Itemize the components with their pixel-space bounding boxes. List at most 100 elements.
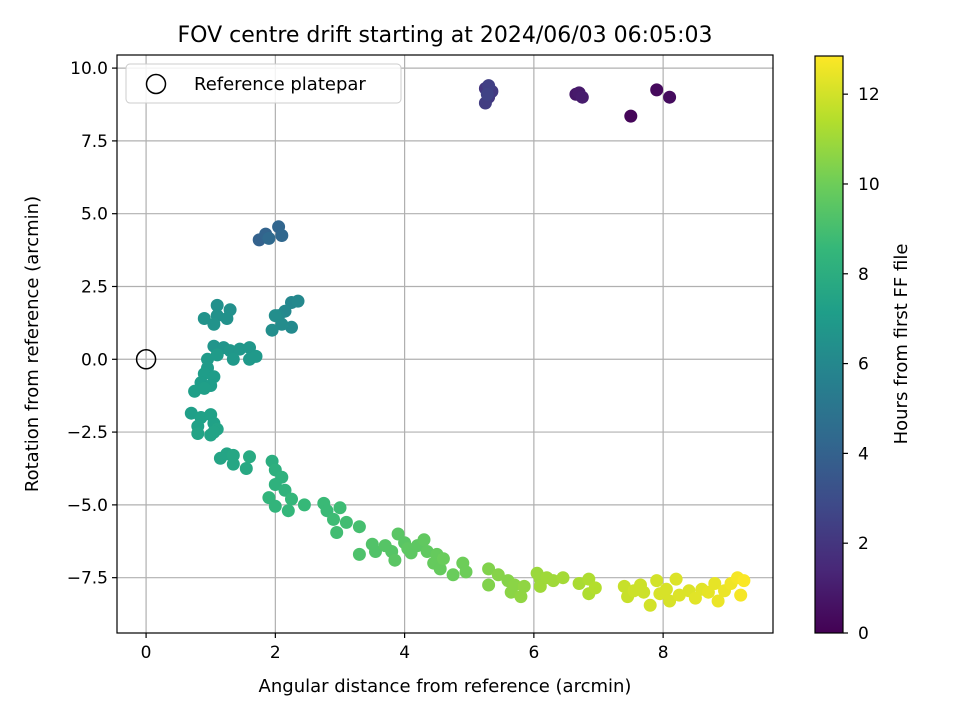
x-tick-label: 2	[270, 643, 281, 663]
scatter-point	[281, 504, 295, 518]
plot-frame	[116, 54, 774, 634]
scatter-point	[659, 582, 673, 596]
scatter-point	[663, 90, 677, 104]
scatter-point	[446, 568, 460, 582]
scatter-point	[650, 83, 664, 97]
x-gridlines	[145, 55, 664, 633]
y-tick-label: −5.0	[67, 496, 108, 516]
scatter-point	[491, 568, 505, 582]
scatter-point	[575, 90, 589, 104]
scatter-point	[514, 590, 528, 604]
colorbar-tick-label: 10	[858, 175, 880, 195]
x-tick-label: 8	[658, 643, 669, 663]
scatter-point	[262, 231, 276, 245]
scatter-point	[207, 317, 221, 331]
colorbar-label: Hours from first FF file	[891, 244, 912, 445]
scatter-point	[243, 450, 256, 464]
legend-reference-icon	[145, 73, 167, 95]
scatter-point	[268, 478, 282, 491]
x-axis-label: Angular distance from reference (arcmin)	[259, 676, 632, 697]
scatter-point	[624, 109, 638, 123]
scatter-point	[327, 512, 340, 526]
scatter-point	[482, 578, 496, 592]
scatter-point	[226, 457, 240, 471]
scatter-point	[333, 501, 347, 515]
scatter-points	[184, 79, 751, 612]
scatter-point	[352, 547, 366, 561]
scatter-point	[285, 492, 298, 506]
scatter-point	[669, 572, 683, 586]
scatter-point	[275, 229, 289, 242]
scatter-point	[482, 562, 496, 576]
legend: Reference platepar	[125, 63, 402, 104]
scatter-point	[508, 578, 521, 592]
colorbar-tick-label: 0	[858, 624, 869, 644]
scatter-point	[239, 462, 253, 475]
x-tick-label: 0	[141, 643, 152, 663]
colorbar-ticks: 0 2 4 6 8 10 12	[843, 85, 880, 644]
scatter-point	[184, 406, 198, 420]
plot-area	[116, 54, 774, 634]
scatter-point	[268, 309, 282, 323]
legend-reference-label: Reference platepar	[194, 74, 366, 95]
colorbar-tick-label: 12	[858, 85, 880, 105]
y-tick-label: −7.5	[67, 569, 108, 589]
x-axis-ticks: 0 2 4 6 8	[141, 633, 669, 663]
scatter-point	[708, 577, 722, 590]
scatter-point	[637, 585, 651, 599]
chart-title: FOV centre drift starting at 2024/06/03 …	[178, 23, 713, 48]
scatter-point	[220, 312, 234, 325]
scatter-point	[459, 565, 473, 579]
legend-box	[125, 63, 402, 104]
scatter-point	[643, 598, 657, 612]
scatter-point	[268, 499, 282, 513]
colorbar-tick-label: 2	[858, 534, 869, 554]
scatter-point	[352, 520, 366, 534]
y-gridlines	[117, 67, 773, 579]
scatter-point	[517, 579, 531, 593]
scatter-point	[210, 298, 224, 312]
y-axis-ticks: −7.5 −5.0 −2.5 0.0 2.5 5.0 7.5 10.0	[67, 59, 117, 589]
scatter-point	[480, 87, 494, 101]
scatter-point	[297, 498, 311, 512]
scatter-point	[388, 553, 402, 567]
scatter-point	[572, 577, 586, 590]
scatter-point	[243, 352, 256, 366]
colorbar-tick-label: 4	[858, 444, 869, 464]
colorbar: 0 2 4 6 8 10 12 Hours from first FF file	[814, 55, 912, 644]
scatter-point	[197, 312, 211, 325]
scatter-point	[436, 552, 450, 566]
x-tick-label: 4	[399, 643, 410, 663]
y-tick-label: −2.5	[67, 423, 108, 443]
colorbar-gradient	[814, 55, 844, 634]
scatter-point	[417, 533, 431, 547]
colorbar-tick-label: 6	[858, 355, 869, 375]
scatter-point	[330, 526, 344, 539]
scatter-point	[339, 515, 353, 529]
colorbar-tick-label: 8	[858, 265, 869, 285]
scatter-point	[711, 594, 725, 608]
scatter-point	[197, 381, 211, 395]
y-tick-label: 0.0	[81, 350, 108, 370]
scatter-point	[226, 352, 240, 366]
x-tick-label: 6	[528, 643, 539, 663]
reference-platepar-marker	[135, 349, 157, 370]
scatter-point	[207, 425, 221, 439]
scatter-point	[433, 562, 447, 576]
scatter-point	[588, 581, 602, 595]
scatter-point	[734, 588, 748, 602]
scatter-point	[672, 588, 686, 602]
scatter-point	[737, 574, 751, 588]
y-tick-label: 5.0	[81, 205, 108, 225]
scatter-point	[265, 323, 279, 337]
scatter-point	[369, 545, 382, 558]
scatter-point	[233, 342, 247, 356]
y-tick-label: 2.5	[81, 277, 108, 297]
scatter-point	[291, 294, 305, 308]
y-axis-label: Rotation from reference (arcmin)	[22, 196, 43, 492]
scatter-point	[663, 594, 677, 608]
scatter-point	[210, 348, 224, 362]
scatter-point	[556, 571, 570, 585]
y-tick-label: 7.5	[81, 132, 108, 152]
